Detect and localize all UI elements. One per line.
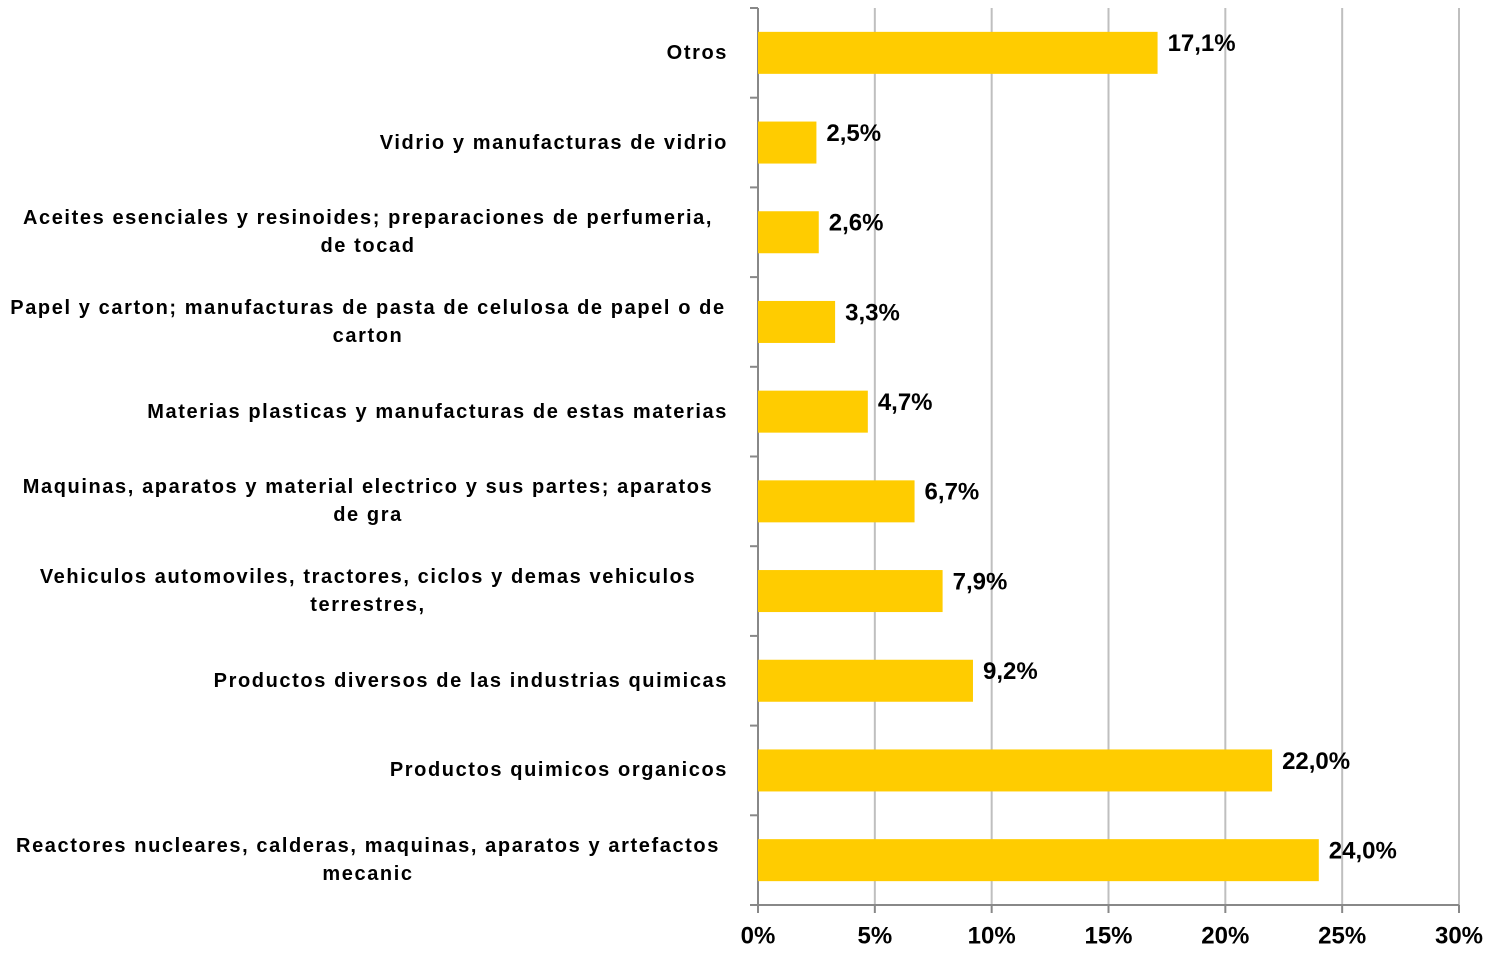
x-tick-label: 30% — [1435, 922, 1483, 949]
bar — [758, 749, 1273, 792]
bar — [758, 300, 836, 343]
value-label: 24,0% — [1329, 837, 1397, 864]
y-tick-label: Productos quimicos organicos — [389, 759, 728, 782]
bar — [758, 839, 1319, 882]
value-label: 22,0% — [1282, 748, 1350, 775]
x-tick-label: 20% — [1201, 922, 1249, 949]
y-tick-label: Reactores nucleares, calderas, maquinas,… — [16, 835, 720, 886]
bar — [758, 570, 943, 613]
x-tick-label: 0% — [741, 922, 776, 949]
value-label: 2,5% — [826, 120, 881, 147]
bar — [758, 659, 973, 702]
bar — [758, 390, 868, 433]
x-tick-label: 25% — [1318, 922, 1366, 949]
y-tick-label: Vehiculos automoviles, tractores, ciclos… — [39, 566, 697, 617]
y-tick-label: Papel y carton; manufacturas de pasta de… — [10, 296, 726, 347]
value-label: 17,1% — [1168, 30, 1236, 57]
y-tick-label: Otros — [666, 41, 728, 64]
y-tick-label: Maquinas, aparatos y material electrico … — [22, 476, 714, 527]
x-tick-label: 10% — [968, 922, 1016, 949]
bar — [758, 31, 1158, 74]
value-label: 9,2% — [983, 658, 1038, 685]
value-label: 7,9% — [953, 568, 1008, 595]
value-label: 4,7% — [878, 389, 933, 416]
y-tick-label: Productos diversos de las industrias qui… — [213, 669, 728, 692]
x-tick-label: 5% — [857, 922, 892, 949]
value-label: 2,6% — [829, 210, 884, 237]
y-tick-label: Aceites esenciales y resinoides; prepara… — [22, 207, 714, 258]
x-tick-label: 15% — [1084, 922, 1132, 949]
value-label: 3,3% — [845, 299, 900, 326]
bar — [758, 480, 915, 523]
bar — [758, 211, 819, 254]
value-label: 6,7% — [925, 479, 980, 506]
bar — [758, 121, 817, 164]
y-tick-label: Materias plasticas y manufacturas de est… — [147, 400, 728, 423]
y-tick-label: Vidrio y manufacturas de vidrio — [379, 131, 728, 154]
